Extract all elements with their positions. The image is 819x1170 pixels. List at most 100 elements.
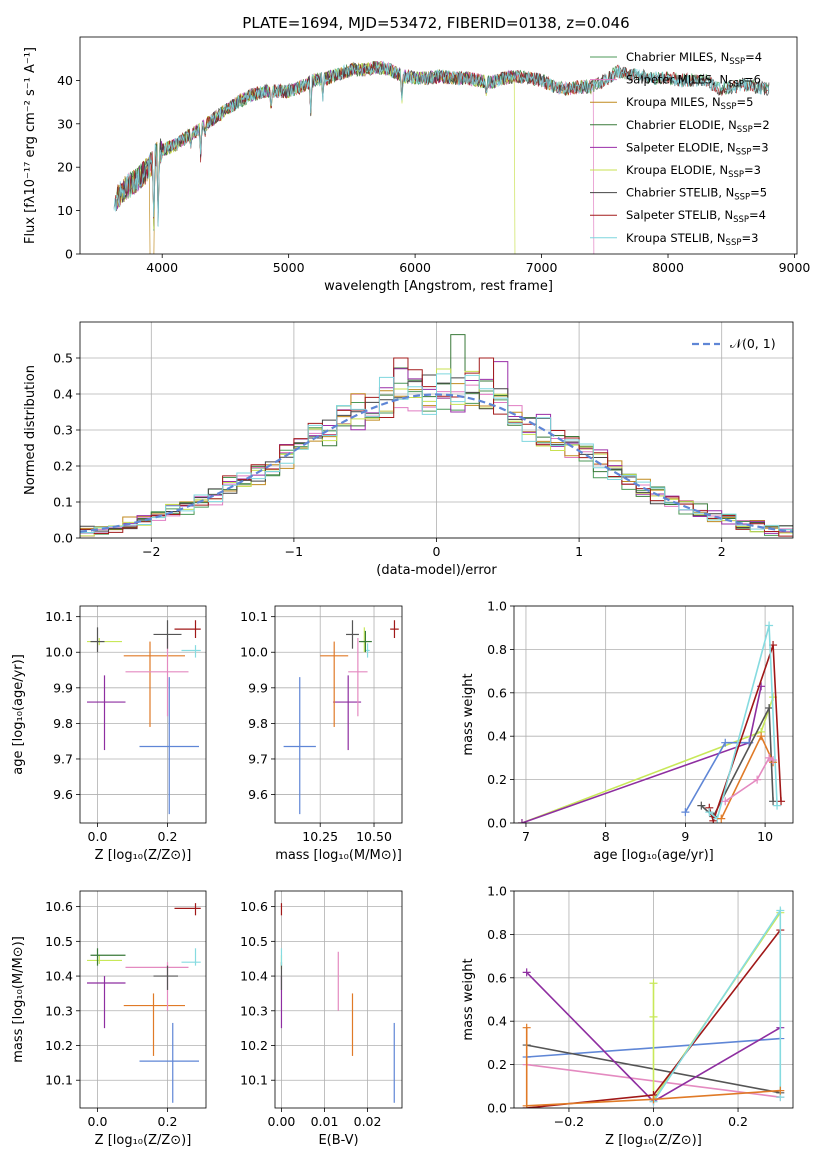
plot-area — [522, 906, 785, 1108]
axes-frame — [274, 890, 403, 1109]
x-axis-label: Z [log₁₀(Z/Z⊙)] — [95, 1133, 192, 1148]
y-tick-label: 0.4 — [487, 1014, 507, 1029]
y-tick-label: 20 — [57, 160, 73, 175]
y-tick-label: 10.1 — [240, 609, 268, 624]
legend-subscript: SSP — [734, 193, 750, 203]
residuals-panel: −2 −1 0 1 2 0.0 0.1 0.2 0.3 0.4 0.5 (data-model)/er… — [23, 321, 794, 578]
x-tick-label: 10.25 — [302, 829, 338, 844]
axes-frame — [79, 321, 794, 539]
legend-text: Salpeter MILES, N — [626, 73, 728, 87]
y-tick-label: 10.4 — [45, 969, 73, 984]
spectrum-panel: 4000 5000 6000 7000 8000 9000 0 10 20 30 40 wavelen… — [23, 36, 811, 294]
weight-vs-age-panel: 7 8 9 10 0.0 0.2 0.4 0.6 0.8 1.0 age [log₁₀(age/yr… — [461, 599, 794, 863]
y-axis-label: Flux [fλ10⁻¹⁷ erg cm⁻² s⁻¹ A⁻¹] — [23, 47, 38, 244]
weight-marker — [776, 906, 785, 915]
y-tick-label: 0.4 — [487, 729, 507, 744]
legend-label-kroupa-elodie: Kroupa ELODIE, NSSP=3 — [626, 163, 761, 180]
y-tick-label: 0.0 — [487, 816, 507, 831]
weight-marker — [517, 819, 526, 823]
spectrum-line-kroupa-elodie — [116, 61, 516, 254]
y-axis-label: Normed distribution — [23, 365, 38, 495]
legend-subscript: SSP — [726, 238, 742, 248]
y-axis-label: mass weight — [461, 673, 476, 755]
y-tick-label: 0.4 — [53, 387, 73, 402]
x-tick-label: 0.0 — [88, 829, 108, 844]
legend-subscript: SSP — [728, 170, 744, 180]
legend-count: =4 — [749, 208, 766, 222]
normal-curve — [80, 393, 793, 533]
plot-area — [87, 903, 201, 1103]
legend-count: =4 — [745, 50, 762, 64]
weight-marker — [757, 732, 766, 741]
x-tick-label: 10.50 — [356, 829, 392, 844]
age-vs-mass-panel: 10.25 10.50 9.6 9.7 9.8 9.9 10.0 10.1 mass [log₁… — [240, 605, 403, 863]
x-tick-label: 0.00 — [268, 1114, 296, 1129]
legend-count: =2 — [753, 118, 770, 132]
weight-marker — [649, 1012, 658, 1021]
grid-lines — [514, 605, 793, 824]
legend-count: =3 — [752, 140, 769, 154]
x-tick-label: 8 — [602, 829, 610, 844]
legend-text: Chabrier ELODIE, N — [626, 118, 737, 132]
legend-label-salpeter-miles: Salpeter MILES, NSSP=6 — [626, 73, 761, 90]
weight-line — [525, 1027, 781, 1107]
y-tick-label: 10.5 — [240, 934, 268, 949]
x-tick-label: 0 — [433, 544, 441, 559]
y-tick-label: 10.4 — [240, 969, 268, 984]
plot-area — [87, 620, 201, 815]
weight-line — [708, 625, 778, 821]
x-tick-label: 8000 — [652, 260, 684, 275]
y-tick-label: 10 — [57, 203, 73, 218]
y-tick-label: 40 — [57, 73, 73, 88]
y-tick-label: 10.3 — [45, 1003, 73, 1018]
weight-vs-z-panel: −0.2 0.0 0.2 0.0 0.2 0.4 0.6 0.8 1.0 Z [log₁₀(Z/Z… — [461, 884, 794, 1148]
x-tick-label: 2 — [718, 544, 726, 559]
y-tick-label: 10.6 — [45, 899, 73, 914]
weight-marker — [776, 1086, 785, 1095]
y-tick-label: 0.5 — [53, 351, 73, 366]
x-axis-label: E(B-V) — [318, 1133, 358, 1148]
plot-area — [113, 60, 770, 254]
legend-text: Chabrier MILES, N — [626, 50, 729, 64]
x-tick-label: 6000 — [399, 260, 431, 275]
axes-frame — [79, 36, 798, 255]
weight-marker — [697, 801, 706, 810]
x-tick-label: 0.2 — [158, 1114, 178, 1129]
legend-count: =6 — [744, 73, 761, 87]
y-tick-label: 9.8 — [248, 716, 268, 731]
y-tick-label: 0.2 — [487, 772, 507, 787]
weight-marker — [522, 1023, 531, 1032]
y-tick-label: 10.3 — [240, 1003, 268, 1018]
x-tick-label: 1 — [575, 544, 583, 559]
x-axis-label: wavelength [Angstrom, rest frame] — [324, 279, 553, 294]
plot-area — [517, 621, 786, 823]
weight-marker — [769, 797, 778, 806]
spectrum-line-salpeter-miles — [116, 60, 595, 254]
y-axis-label: mass [log₁₀(M/M⊙)] — [11, 936, 26, 1063]
legend-count: =5 — [736, 95, 753, 109]
y-tick-label: 9.9 — [53, 680, 73, 695]
x-tick-label: 0.01 — [311, 1114, 339, 1129]
legend-count: =3 — [744, 163, 761, 177]
weight-marker — [769, 756, 778, 765]
weight-marker — [777, 797, 786, 806]
legend-subscript: SSP — [728, 80, 744, 90]
weight-marker — [522, 1101, 531, 1108]
y-tick-label: 9.7 — [53, 751, 73, 766]
plot-area — [80, 334, 793, 538]
legend-label-chabrier-miles: Chabrier MILES, NSSP=4 — [626, 50, 762, 67]
y-axis-label: age [log₁₀(age/yr)] — [11, 654, 26, 775]
y-tick-label: 0.2 — [487, 1057, 507, 1072]
legend-subscript: SSP — [729, 57, 745, 67]
x-tick-label: 9000 — [779, 260, 811, 275]
x-tick-label: 10 — [757, 829, 773, 844]
y-tick-label: 0.3 — [53, 423, 73, 438]
legend-text: Chabrier STELIB, N — [626, 186, 734, 200]
x-tick-label: −0.2 — [554, 1114, 584, 1129]
spectrum-line-kroupa-stelib — [113, 60, 770, 227]
legend-count: =3 — [741, 231, 758, 245]
grid-lines — [275, 606, 402, 823]
weight-marker — [649, 979, 658, 988]
y-tick-label: 0.6 — [487, 970, 507, 985]
